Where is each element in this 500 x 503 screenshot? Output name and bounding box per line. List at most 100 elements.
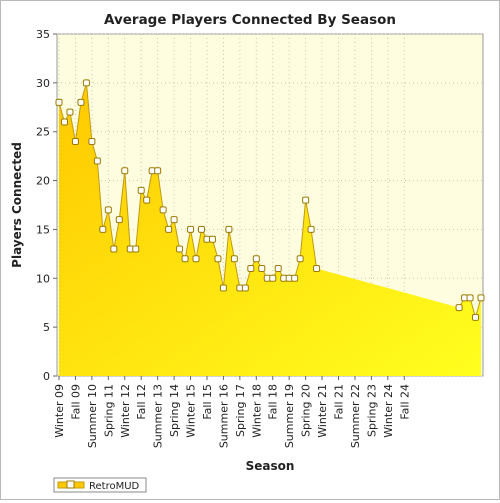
- data-point: [165, 225, 173, 233]
- data-point: [154, 167, 162, 175]
- legend-marker-icon: [66, 480, 75, 489]
- data-point: [197, 225, 205, 233]
- x-tick-label: Winter 15: [185, 384, 198, 438]
- data-point: [274, 265, 282, 273]
- x-tick-label: Summer 22: [349, 384, 362, 448]
- series-line-segment: [190, 229, 197, 259]
- series-line-segment: [124, 170, 131, 250]
- data-point: [291, 274, 299, 282]
- data-point: [55, 98, 63, 106]
- data-point: [93, 157, 101, 165]
- data-point: [247, 265, 255, 273]
- data-point: [472, 313, 480, 321]
- x-tick-label: Spring 14: [168, 384, 181, 437]
- series-line-segment: [96, 160, 104, 230]
- x-tick-label: Summer 19: [283, 384, 296, 448]
- x-tick-label: Winter 18: [250, 384, 263, 438]
- y-tick-label: 10: [36, 272, 50, 285]
- x-tick-label: Winter 12: [119, 384, 132, 438]
- data-point: [170, 216, 178, 224]
- data-point: [192, 255, 200, 263]
- x-tick-label: Spring 23: [365, 384, 378, 437]
- data-point: [110, 245, 118, 253]
- x-tick-label: Fall 18: [267, 384, 280, 420]
- data-point: [137, 186, 145, 194]
- series-markers: [55, 79, 485, 321]
- data-point: [187, 225, 195, 233]
- x-tick-label: Summer 13: [152, 384, 165, 448]
- legend-label: RetroMUD: [89, 481, 140, 492]
- x-tick-label: Fall 12: [135, 384, 148, 420]
- data-point: [181, 255, 189, 263]
- series-line-segment: [217, 258, 224, 289]
- data-point: [313, 265, 321, 273]
- data-point: [269, 274, 277, 282]
- data-point: [132, 245, 140, 253]
- series-area: [59, 82, 481, 376]
- series-line-segment: [118, 170, 126, 220]
- y-axis-ticks: 0 5 10 15 20 25 30 35: [36, 28, 57, 383]
- series-line-segment: [305, 200, 312, 230]
- data-point: [307, 225, 315, 233]
- data-point: [296, 255, 304, 263]
- series-line-segment: [195, 229, 202, 259]
- data-point: [208, 235, 216, 243]
- series-line-segment: [135, 190, 142, 250]
- data-point: [66, 108, 74, 116]
- data-point: [115, 216, 123, 224]
- x-tick-label: Winter 09: [53, 384, 66, 438]
- data-point: [99, 225, 107, 233]
- x-tick-label: Winter 21: [316, 384, 329, 438]
- x-tick-label: Spring 20: [300, 384, 313, 437]
- data-point: [455, 304, 463, 312]
- data-point: [225, 225, 233, 233]
- series-line-segment: [107, 209, 115, 250]
- y-tick-label: 5: [43, 321, 50, 334]
- chart-title: Average Players Connected By Season: [104, 12, 396, 28]
- series-line-segment: [113, 219, 120, 250]
- series-line-segment: [173, 219, 181, 250]
- y-tick-label: 30: [36, 77, 50, 90]
- x-tick-label: Winter 24: [382, 384, 395, 438]
- x-tick-label: Summer 10: [86, 384, 99, 448]
- data-point: [104, 206, 112, 214]
- series-line-segment: [310, 229, 318, 269]
- x-tick-label: Summer 16: [217, 384, 230, 448]
- data-point: [219, 284, 227, 292]
- y-tick-label: 35: [36, 28, 50, 41]
- series-line-segment: [74, 102, 82, 142]
- data-point: [176, 245, 184, 253]
- x-tick-label: Fall 09: [69, 384, 82, 420]
- data-point: [252, 255, 260, 263]
- series-area-fill: [59, 82, 481, 376]
- series-line-segment: [157, 170, 164, 210]
- y-tick-label: 25: [36, 126, 50, 139]
- series-line-segment: [85, 82, 93, 142]
- series-line-segment: [299, 200, 307, 259]
- x-axis-ticks: Winter 09 Fall 09 Summer 10 Spring 11 Winter…: [53, 376, 411, 448]
- data-point: [88, 137, 96, 145]
- data-point: [477, 294, 485, 302]
- y-axis-label: Players Connected: [10, 142, 24, 268]
- data-point: [71, 137, 79, 145]
- data-point: [302, 196, 310, 204]
- data-point: [60, 118, 68, 126]
- x-tick-label: Fall 24: [398, 384, 411, 420]
- y-tick-label: 20: [36, 175, 50, 188]
- series-line-segment: [69, 112, 76, 142]
- series-line-segment: [184, 229, 192, 259]
- series-line-segment: [222, 229, 230, 289]
- data-point: [258, 265, 266, 273]
- legend: RetroMUD: [53, 477, 147, 493]
- data-point: [143, 196, 151, 204]
- data-point: [466, 294, 474, 302]
- y-tick-label: 15: [36, 223, 50, 236]
- data-point: [77, 98, 85, 106]
- data-point: [214, 255, 222, 263]
- series-line-segment: [228, 229, 235, 259]
- x-tick-label: Spring 11: [102, 384, 115, 437]
- x-tick-label: Spring 17: [234, 384, 247, 437]
- data-point: [82, 79, 90, 87]
